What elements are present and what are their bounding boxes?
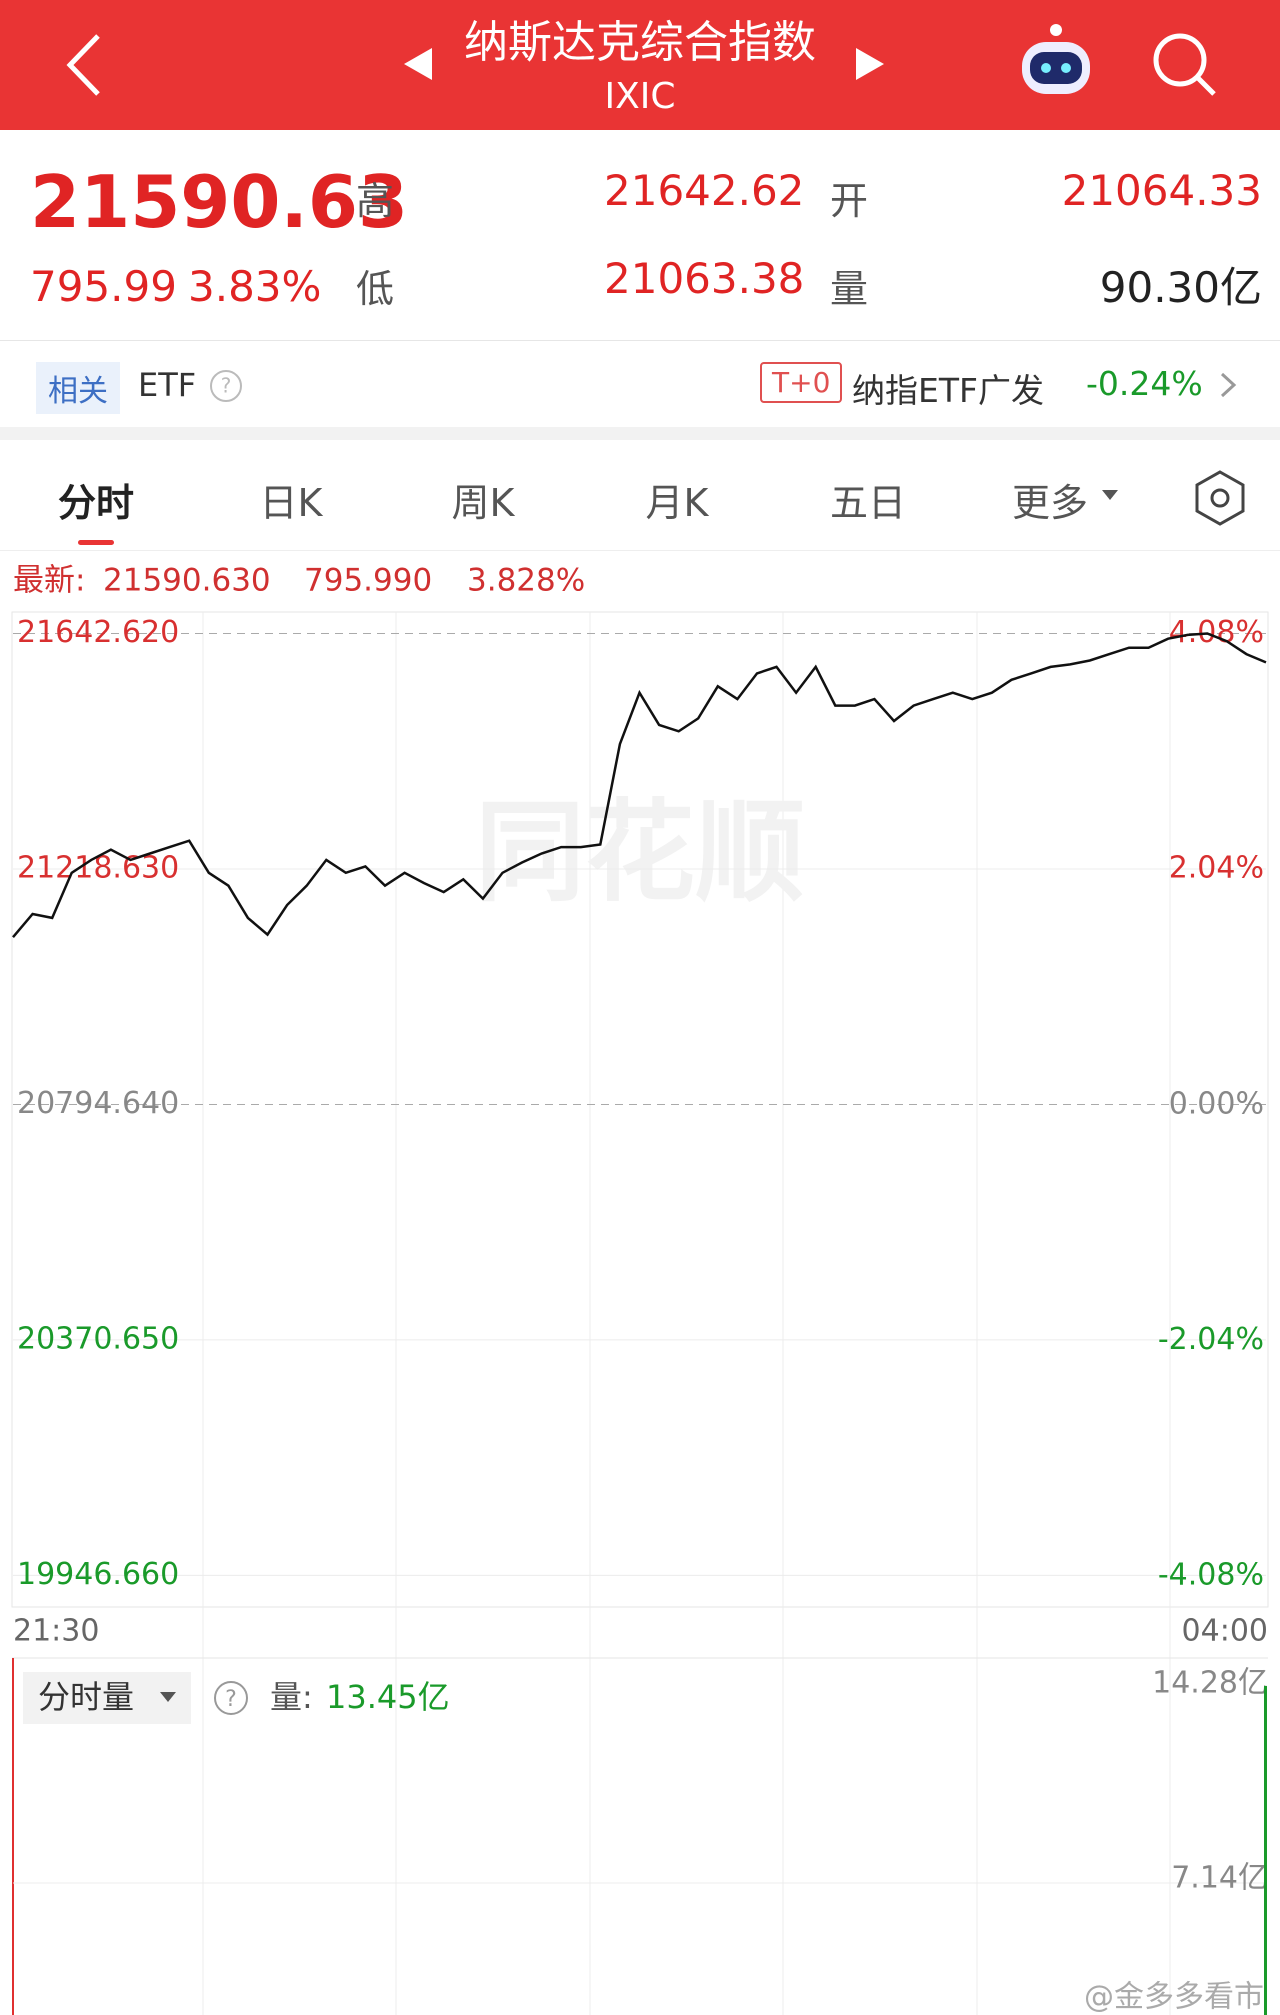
price: 21590.63 — [30, 160, 409, 244]
svg-text:?: ? — [221, 374, 232, 398]
volume-total: 90.30亿 — [1099, 263, 1262, 312]
tab[interactable]: 五日 — [829, 481, 906, 525]
search-icon[interactable] — [1150, 30, 1220, 100]
volume-selector[interactable] — [23, 1672, 191, 1724]
volume-tick-label: 7.14亿 — [1171, 1861, 1268, 1896]
volume-qty-label: 量: — [270, 1678, 313, 1716]
back-button[interactable] — [60, 30, 110, 100]
latest-label: 最新: — [13, 563, 85, 599]
high: 21642.62 — [604, 166, 805, 215]
t0-badge: T+0 — [760, 362, 843, 403]
divider — [0, 340, 1280, 341]
etf-label[interactable]: ETF — [138, 366, 197, 404]
next-arrow[interactable] — [850, 44, 890, 84]
tab[interactable]: 周K — [451, 481, 515, 525]
related-badge: 相关 — [36, 362, 120, 414]
low: 21063.38 — [604, 254, 805, 303]
help-icon[interactable]: ? — [208, 368, 244, 404]
help-mark: ? — [225, 1687, 237, 1712]
tab-underline — [78, 540, 114, 545]
tab[interactable]: 日K — [259, 481, 323, 525]
gap — [0, 427, 1280, 440]
volume-value: 13.45亿 — [326, 1678, 450, 1716]
plot-frame — [11, 611, 1269, 1608]
credit: @金多多看市 — [1084, 1980, 1264, 2015]
change: 795.99 — [30, 262, 177, 311]
high-label: 高 — [356, 179, 395, 223]
open-label: 开 — [830, 179, 869, 223]
y-tick-label: 19946.660 — [17, 1557, 179, 1592]
latest-price: 21590.630 — [103, 563, 271, 599]
y2-tick-label: 0.00% — [1169, 1086, 1264, 1121]
etf-change[interactable]: -0.24% — [1086, 364, 1203, 403]
latest-change: 795.990 — [304, 563, 432, 599]
tab[interactable]: 月K — [645, 481, 709, 525]
x-tick-label: 21:30 — [13, 1614, 99, 1649]
price-line — [12, 632, 1267, 939]
y2-tick-label: 4.08% — [1169, 615, 1264, 650]
change-pct: 3.83% — [188, 262, 322, 311]
open: 21064.33 — [1061, 166, 1262, 215]
vol-label: 量 — [830, 267, 869, 311]
dropdown-arrow — [1102, 490, 1118, 500]
volume-bar — [1264, 1685, 1267, 2015]
y2-tick-label: -2.04% — [1158, 1322, 1264, 1357]
hour-grid — [202, 612, 1171, 2015]
settings-icon[interactable] — [1190, 468, 1250, 528]
low-label: 低 — [356, 267, 395, 311]
header-bar: 纳斯达克综合指数 IXIC — [0, 0, 1280, 130]
y2-tick-label: 2.04% — [1169, 851, 1264, 886]
x-tick-label: 04:00 — [1182, 1614, 1268, 1649]
y-tick-label: 20794.640 — [17, 1086, 179, 1121]
y-tick-label: 21642.620 — [17, 615, 179, 650]
dropdown-arrow — [160, 1692, 176, 1702]
help-icon[interactable] — [214, 1681, 248, 1715]
volume-tick-label: 14.28亿 — [1152, 1666, 1268, 1701]
title: 纳斯达克综合指数 — [464, 17, 816, 68]
etf-name[interactable]: 纳指ETF广发 — [852, 371, 1044, 410]
prev-arrow[interactable] — [398, 44, 438, 84]
tab[interactable]: 更多 — [1011, 481, 1088, 525]
tab[interactable]: 分时 — [57, 481, 134, 525]
robot-icon[interactable] — [1016, 22, 1096, 102]
code: IXIC — [604, 76, 676, 117]
divider — [0, 550, 1280, 551]
chevron — [1220, 372, 1237, 398]
watermark: 同花顺 — [475, 788, 805, 916]
y-tick-label: 20370.650 — [17, 1321, 179, 1356]
volume-selector-label[interactable]: 分时量 — [38, 1678, 134, 1716]
y2-tick-label: -4.08% — [1158, 1557, 1264, 1592]
latest-pct: 3.828% — [467, 563, 585, 599]
